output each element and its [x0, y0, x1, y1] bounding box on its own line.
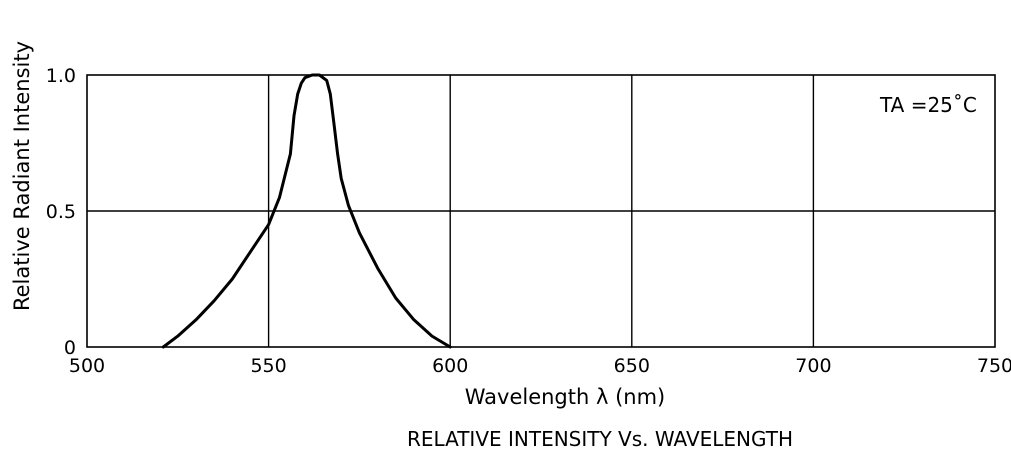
- y-tick-label: 0.5: [46, 201, 76, 223]
- y-tick-label: 1.0: [46, 65, 76, 87]
- chart-title: RELATIVE INTENSITY Vs. WAVELENGTH: [407, 427, 793, 450]
- grid: [87, 75, 995, 347]
- intensity-curve: [161, 73, 452, 349]
- x-tick-labels: 500 550 600 650 700 750: [69, 355, 1011, 377]
- plot-frame: [86, 74, 996, 348]
- x-tick-label: 600: [432, 355, 468, 377]
- x-tick-label: 500: [69, 355, 105, 377]
- x-tick-label: 700: [795, 355, 831, 377]
- x-tick-label: 650: [614, 355, 650, 377]
- y-axis-label: Relative Radiant Intensity: [10, 41, 34, 311]
- x-tick-label: 750: [977, 355, 1011, 377]
- x-tick-label: 550: [250, 355, 286, 377]
- y-tick-label: 0: [64, 337, 76, 359]
- y-tick-labels: 0 0.5 1.0: [46, 65, 76, 359]
- temperature-annotation: TA =25˚C: [879, 93, 977, 117]
- x-axis-label: Wavelength λ (nm): [465, 385, 666, 409]
